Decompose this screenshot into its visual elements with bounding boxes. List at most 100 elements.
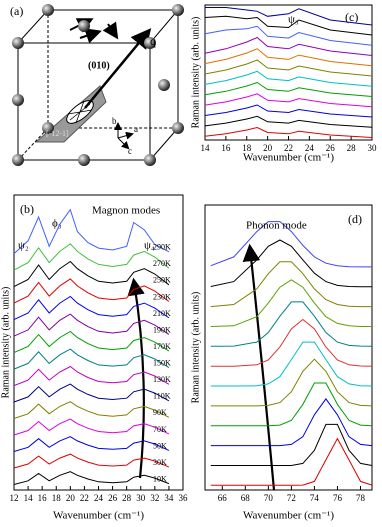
atom bbox=[12, 154, 24, 166]
x-tick-label: 24 bbox=[305, 143, 315, 153]
series-label: 10K bbox=[153, 474, 167, 483]
spectrum-line bbox=[204, 126, 373, 138]
x-tick-label: 14 bbox=[201, 143, 211, 153]
series-label: 150K bbox=[153, 358, 171, 367]
series-label: 230K bbox=[153, 292, 171, 301]
atom bbox=[172, 122, 184, 134]
spectrum-line bbox=[204, 93, 373, 108]
spectrum-line bbox=[204, 115, 373, 128]
spectrum-line bbox=[204, 25, 373, 46]
spectrum-line bbox=[13, 243, 170, 271]
series-label: 130K bbox=[153, 375, 171, 384]
spectrum-line bbox=[204, 59, 373, 77]
annotation: (d) bbox=[348, 212, 362, 226]
atom bbox=[158, 79, 170, 91]
x-tick-label: 22 bbox=[80, 493, 89, 503]
x-tick-label: 74 bbox=[310, 493, 320, 503]
y-axis-label: Raman intensity (arb. units) bbox=[190, 17, 201, 129]
spectrum-line bbox=[13, 208, 170, 254]
spectrum-line bbox=[13, 278, 170, 304]
spectrum-line bbox=[13, 365, 170, 387]
x-tick-label: 70 bbox=[264, 493, 274, 503]
axis-a bbox=[117, 131, 134, 140]
spectrum-line bbox=[13, 436, 170, 452]
series-label: 70K bbox=[153, 425, 167, 434]
temperature-arrow bbox=[242, 243, 276, 491]
spectrum-line bbox=[204, 104, 373, 118]
spectrum-line bbox=[210, 382, 373, 427]
spectrum-line bbox=[204, 48, 373, 67]
spectrum-line bbox=[210, 261, 372, 308]
spectrum-line bbox=[210, 318, 373, 367]
x-tick-label: 68 bbox=[241, 493, 251, 503]
spectrum-line bbox=[204, 15, 373, 36]
axis-c bbox=[117, 137, 130, 150]
x-tick-label: 66 bbox=[218, 493, 228, 503]
direction-label: [-12-1] bbox=[46, 129, 69, 138]
x-tick-label: 72 bbox=[287, 493, 296, 503]
x-tick-label: 16 bbox=[221, 143, 231, 153]
series-label: 110K bbox=[153, 392, 171, 401]
x-tick-label: 76 bbox=[333, 493, 343, 503]
series-label: 190K bbox=[153, 325, 171, 334]
atom bbox=[12, 94, 24, 106]
x-tick-label: 32 bbox=[150, 493, 159, 503]
spectrum-line bbox=[13, 295, 170, 321]
annotation: (c) bbox=[345, 10, 358, 24]
spectrum-line bbox=[13, 260, 170, 288]
spectrum-line bbox=[210, 279, 372, 327]
cube-hidden-edges bbox=[17, 127, 178, 161]
x-tick-label: 12 bbox=[10, 493, 19, 503]
x-axis-label: Wavenumber (cm⁻¹) bbox=[243, 510, 334, 522]
x-tick-label: 28 bbox=[347, 143, 357, 153]
x-tick-label: 22 bbox=[284, 143, 293, 153]
spin-arrow bbox=[79, 28, 102, 44]
q-label: q bbox=[150, 34, 156, 48]
atom bbox=[78, 20, 90, 32]
q-vector bbox=[84, 28, 152, 109]
spectrum-line bbox=[204, 36, 373, 56]
spectrum-line bbox=[210, 239, 372, 288]
axis-label: b bbox=[112, 116, 117, 126]
annotation: Phonon mode bbox=[246, 220, 307, 232]
crystal-diagram: (a) (010) q [-12-1] b a c bbox=[10, 4, 184, 166]
spectrum-line bbox=[13, 401, 170, 419]
spectrum-line bbox=[13, 330, 170, 354]
x-tick-label: 20 bbox=[66, 493, 76, 503]
x-tick-label: 78 bbox=[356, 493, 366, 503]
series-label: 250K bbox=[153, 276, 171, 285]
x-tick-label: 36 bbox=[179, 493, 189, 503]
x-tick-label: 28 bbox=[122, 493, 132, 503]
spectrum-line bbox=[210, 301, 373, 347]
x-tick-label: 14 bbox=[24, 493, 34, 503]
plot-frame bbox=[204, 204, 373, 491]
annotation: ϕ₃ bbox=[52, 218, 62, 230]
spectrum-line bbox=[204, 70, 373, 87]
annotation: (b) bbox=[20, 202, 34, 216]
spectrum-line bbox=[13, 348, 170, 370]
axis-label: c bbox=[128, 146, 132, 156]
series-label: 270K bbox=[153, 259, 171, 268]
axis-label: a bbox=[134, 124, 138, 134]
x-axis-label: Wavenumber (cm⁻¹) bbox=[243, 152, 334, 164]
annotation: Magnon modes bbox=[92, 205, 160, 217]
spectrum-line bbox=[210, 398, 373, 447]
x-tick-label: 26 bbox=[326, 143, 336, 153]
x-tick-label: 26 bbox=[108, 493, 118, 503]
spectrum-line bbox=[13, 418, 170, 436]
atom bbox=[144, 37, 156, 49]
x-tick-label: 34 bbox=[164, 493, 174, 503]
plane-label: (010) bbox=[88, 60, 110, 71]
atom bbox=[172, 4, 184, 16]
spectrum-line bbox=[210, 437, 373, 486]
spectrum-line bbox=[13, 471, 170, 485]
x-tick-label: 30 bbox=[136, 493, 146, 503]
atom bbox=[12, 37, 24, 49]
x-tick-label: 30 bbox=[368, 143, 378, 153]
spectrum-line bbox=[210, 423, 373, 466]
spectrum-line bbox=[205, 7, 373, 26]
series-label: 30K bbox=[153, 458, 167, 467]
spectrum-line bbox=[13, 383, 170, 403]
annotation: ψ₄ bbox=[144, 240, 155, 252]
